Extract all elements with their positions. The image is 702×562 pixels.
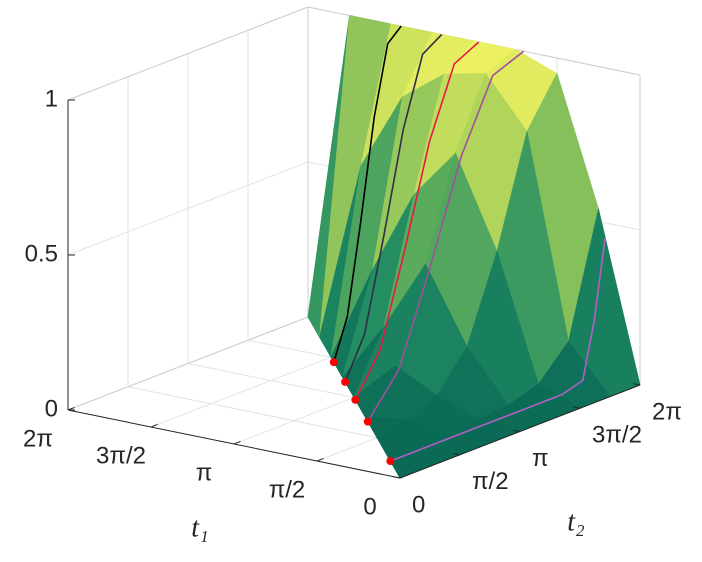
z-tick-label: 1: [45, 85, 58, 112]
surface: [307, 15, 641, 479]
surface-curve: [390, 238, 606, 462]
x-tick: [233, 441, 241, 445]
x-tick-label: 2π: [23, 425, 53, 452]
y-tick: [393, 476, 401, 479]
x-tick: [150, 424, 158, 428]
axes-front: 0 0.5 1 0 π/2 π 3π/2 2π 0 π/2 π 3π/2 2π: [23, 85, 682, 520]
y-tick-label: π/2: [472, 468, 509, 495]
start-marker: [341, 377, 350, 386]
x-tick: [316, 458, 324, 462]
box-edge: [67, 6, 309, 101]
x-tick: [67, 407, 75, 411]
surface-curve: [367, 50, 525, 423]
x-axis-label: t₁: [191, 512, 209, 543]
z-tick-label: 0: [45, 395, 58, 422]
y-axis-label: t₂: [567, 506, 585, 537]
y-tick: [633, 383, 641, 386]
y-tick-label: 0: [412, 491, 425, 518]
x-tick-label: 0: [363, 493, 376, 520]
z-tick-label: 0.5: [25, 240, 58, 267]
y-tick: [513, 429, 521, 432]
y-tick-label: 2π: [652, 398, 682, 425]
start-marker: [351, 395, 360, 404]
start-marker: [363, 417, 372, 426]
y-tick: [573, 406, 581, 409]
start-marker: [329, 358, 338, 367]
y-tick: [453, 452, 461, 456]
x-tick-label: π/2: [269, 476, 306, 503]
surface-curve: [344, 33, 443, 383]
x-tick-label: 3π/2: [96, 442, 146, 469]
y-tick-label: 3π/2: [592, 422, 642, 449]
box-edge: [67, 316, 309, 411]
start-marker: [386, 457, 395, 466]
surface-curve: [354, 41, 480, 401]
y-tick-label: π: [532, 445, 549, 472]
x-tick-label: π: [196, 459, 213, 486]
surface-curve: [333, 25, 402, 363]
x-tick: [399, 475, 407, 479]
